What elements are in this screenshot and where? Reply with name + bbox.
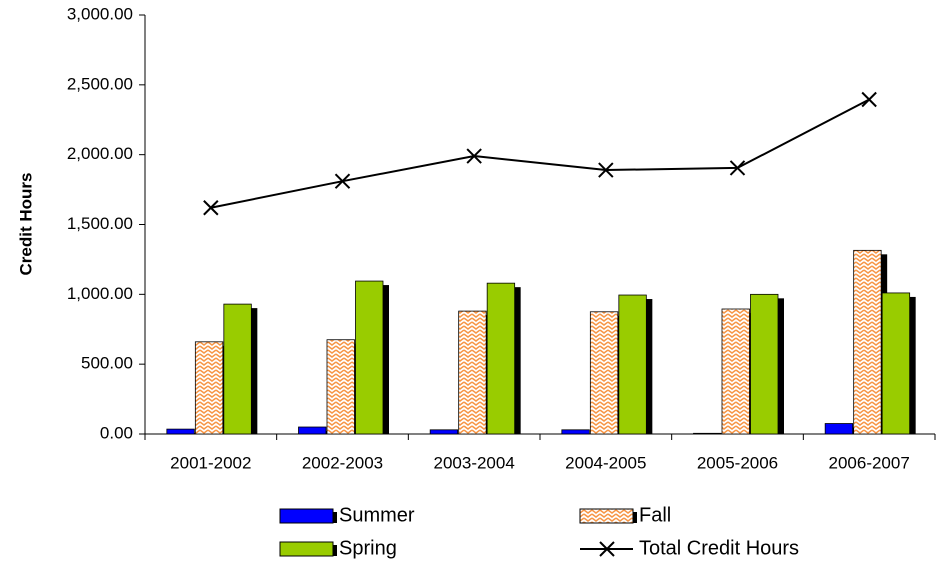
legend-swatch-shadow [633, 512, 637, 523]
bar [693, 432, 722, 435]
bar [429, 429, 459, 435]
x-tick-label: 2005-2006 [697, 453, 778, 472]
x-tick-label: 2004-2005 [565, 453, 646, 472]
bar-shadow [646, 299, 653, 434]
y-tick-label: 500.00 [81, 354, 133, 373]
bar [750, 293, 779, 435]
y-tick-label: 1,000.00 [67, 284, 133, 303]
marker [334, 173, 351, 189]
legend-swatch [279, 508, 334, 524]
bar [561, 429, 590, 435]
bar [223, 303, 252, 435]
bar-shadow [383, 285, 389, 434]
y-tick-label: 3,000.00 [67, 4, 133, 23]
marker [729, 160, 746, 176]
bar [326, 339, 355, 435]
marker [598, 162, 614, 178]
bar [458, 310, 487, 435]
y-tick-label: 0.00 [100, 423, 133, 442]
bar [298, 426, 327, 435]
x-tick-label: 2006-2007 [829, 453, 910, 472]
bar-shadow [514, 287, 521, 434]
legend-swatch [579, 508, 634, 524]
x-tick-label: 2002-2003 [302, 453, 383, 472]
bar [486, 282, 516, 435]
legend-label: Summer [339, 504, 415, 526]
bar [853, 249, 882, 435]
line [210, 98, 870, 209]
bar-shadow [251, 308, 258, 434]
x-tick-label: 2001-2002 [170, 453, 251, 472]
bar [166, 428, 195, 435]
bar-shadow [778, 298, 784, 434]
bar [721, 308, 750, 435]
bar [881, 292, 911, 435]
y-axis-label: Credit Hours [16, 173, 35, 276]
legend-swatch-shadow [333, 545, 337, 556]
marker [466, 148, 482, 164]
y-tick-label: 2,500.00 [67, 74, 133, 93]
bar [824, 423, 854, 435]
x-tick-label: 2003-2004 [434, 453, 515, 472]
marker [203, 200, 219, 216]
y-tick-label: 2,000.00 [67, 144, 133, 163]
bar-shadow [909, 296, 916, 434]
legend-label: Spring [339, 537, 397, 559]
legend-label: Fall [639, 504, 671, 526]
legend-swatch [279, 541, 334, 557]
legend-label: Total Credit Hours [639, 537, 799, 559]
marker [861, 91, 877, 108]
bar [355, 280, 384, 435]
legend-marker [599, 541, 615, 557]
y-tick-label: 1,500.00 [67, 214, 133, 233]
legend-swatch-shadow [333, 512, 337, 523]
bar [589, 311, 619, 435]
bar [194, 341, 224, 435]
bar [618, 294, 647, 435]
